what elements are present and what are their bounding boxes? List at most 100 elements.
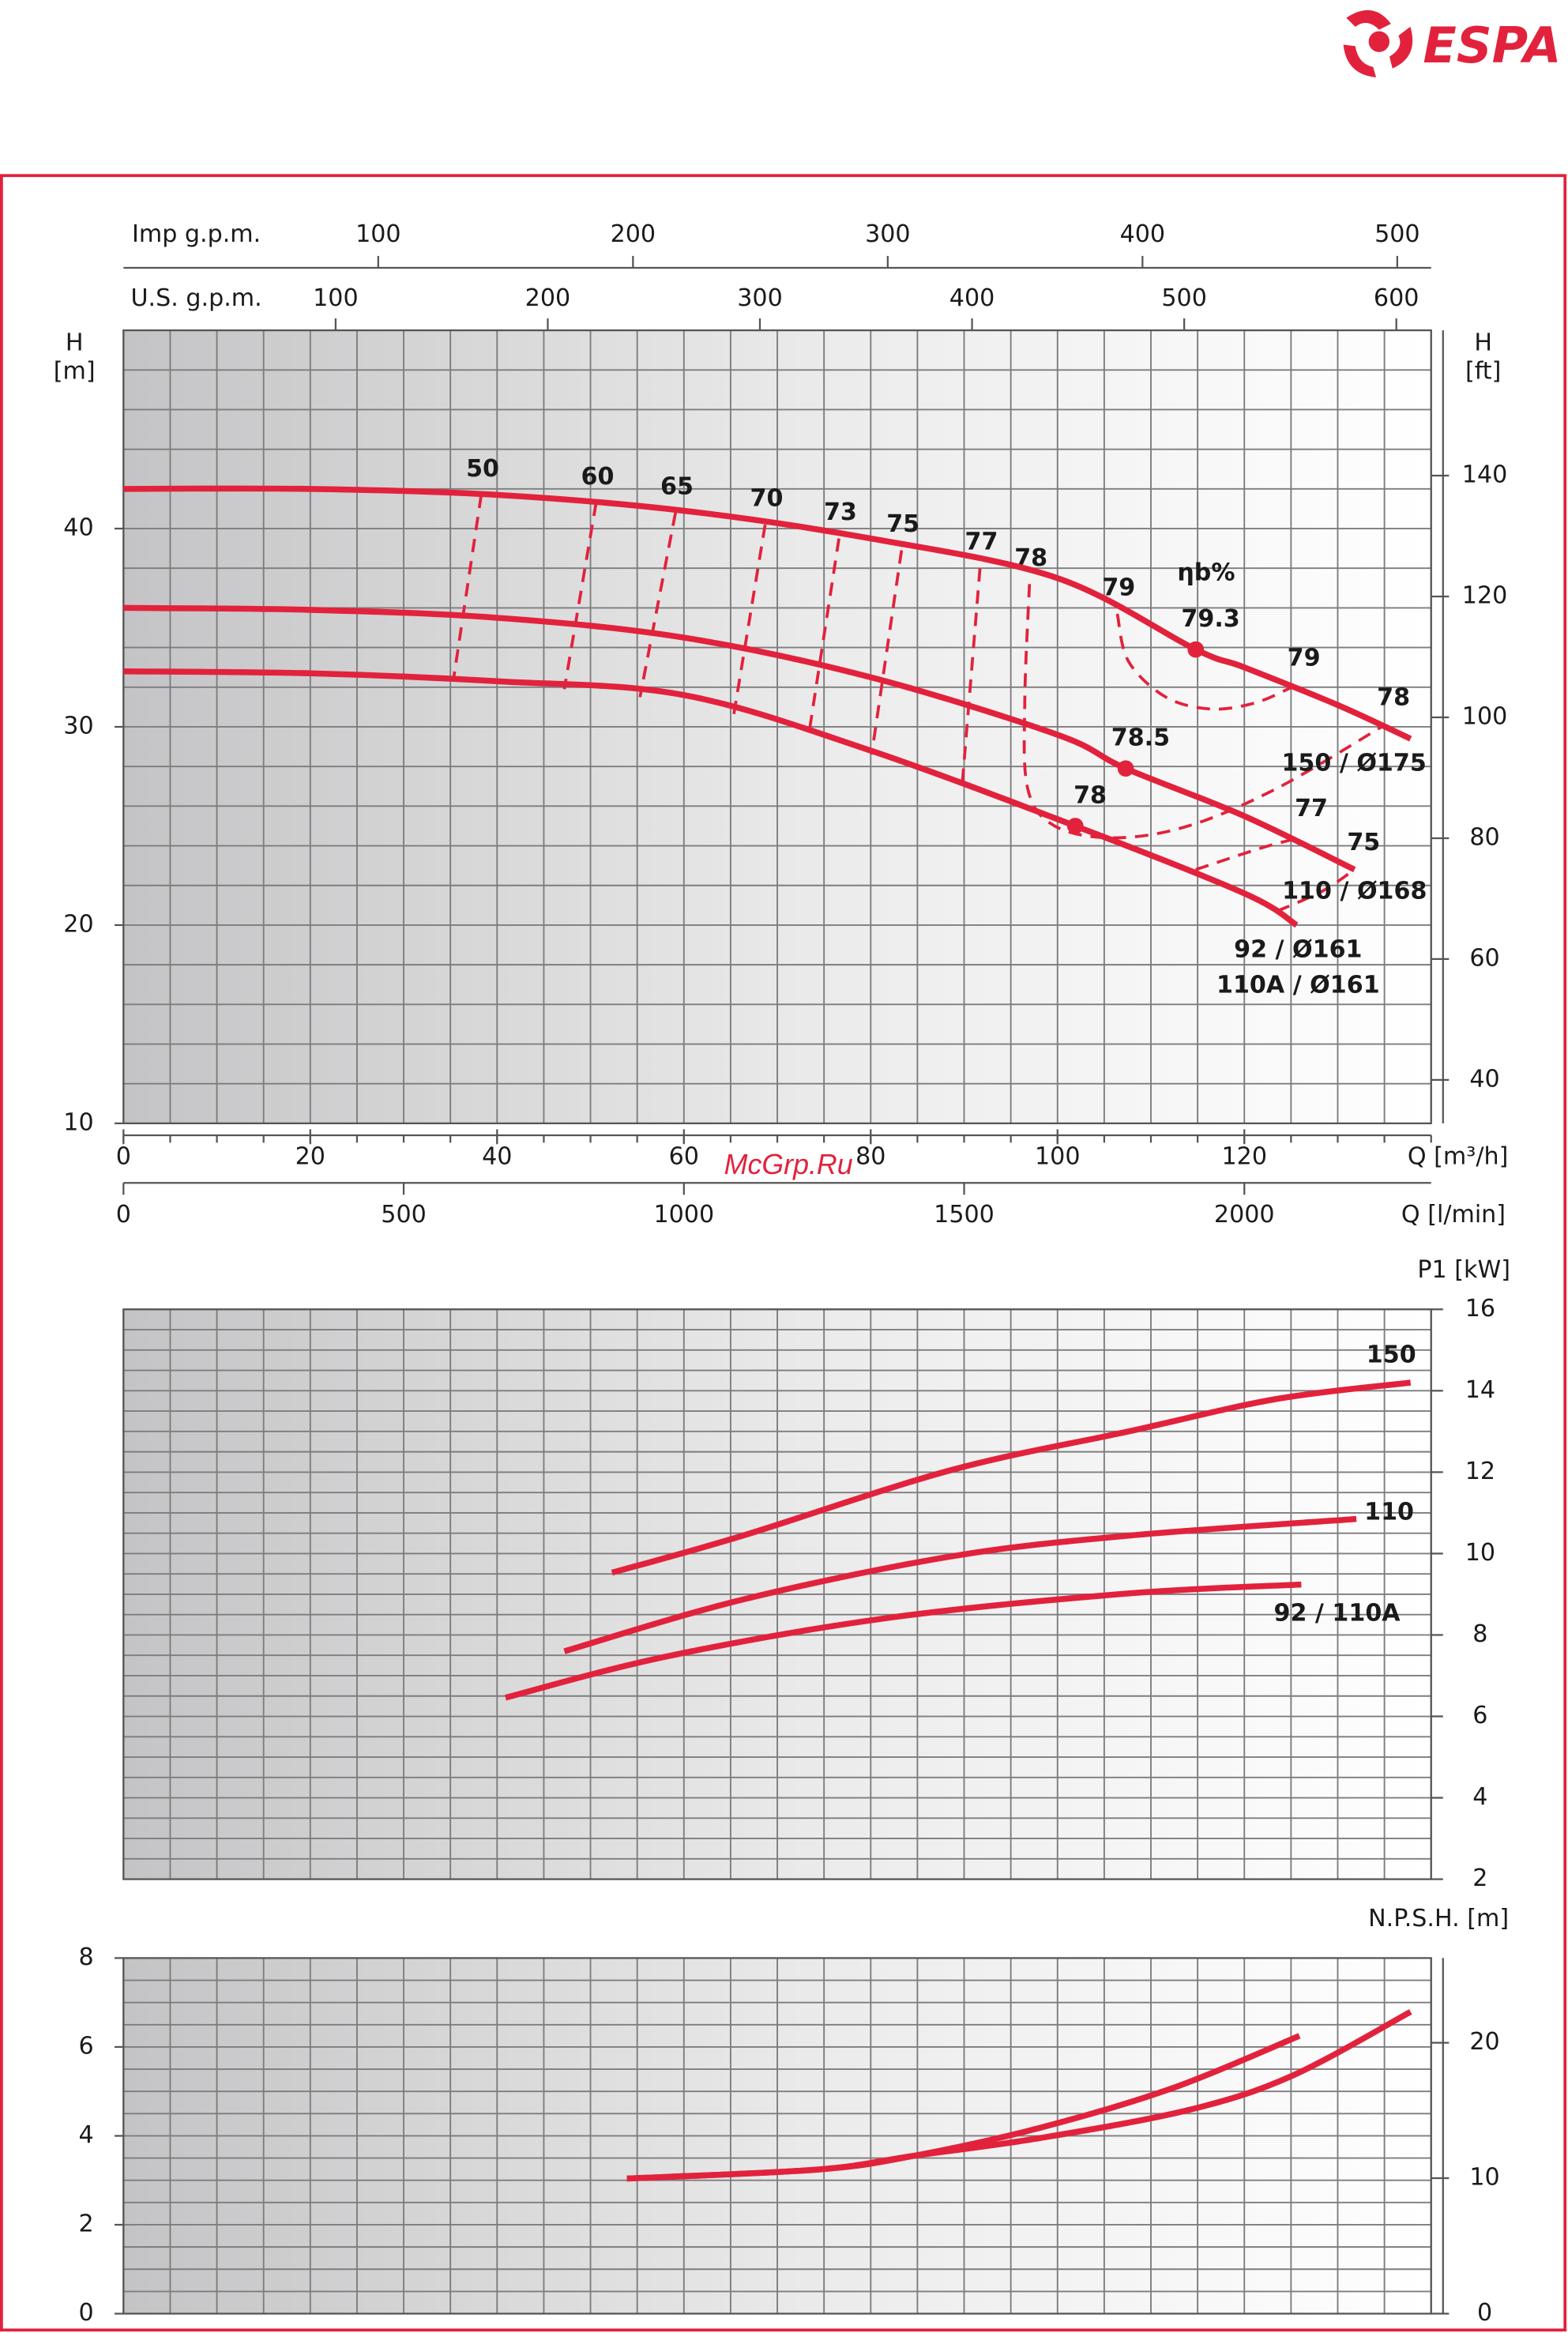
x-tick-label: 20 (295, 1143, 325, 1171)
y-tick-label: 14 (1465, 1376, 1495, 1404)
plot-border (122, 1308, 1432, 1880)
y-tick-label: 20 (63, 910, 93, 938)
best-point-label: 79.3 (1181, 605, 1239, 633)
best-point-label: 78 (1074, 781, 1107, 809)
curve-label: 110 (1364, 1499, 1414, 1526)
y-tick-label: 30 (63, 712, 93, 739)
y2-tick-label: 120 (1462, 582, 1508, 610)
efficiency-label: 78 (1377, 684, 1410, 712)
y-tick-label: 4 (78, 2121, 93, 2149)
curve (611, 1379, 1412, 1576)
y-axis-title: P1 [kW] (1417, 1256, 1510, 1284)
y2-tick-label: 140 (1462, 461, 1508, 489)
efficiency-line (1276, 870, 1353, 913)
y2-tick-label: 10 (1469, 2164, 1499, 2192)
y2-axis-title: H (1474, 329, 1492, 357)
y2-tick-label: 20 (1469, 2028, 1499, 2056)
y-tick-label: 40 (63, 514, 93, 542)
y-tick-label: 12 (1465, 1458, 1495, 1485)
efficiency-label: 77 (965, 529, 998, 556)
x-tick-label: 80 (855, 1143, 886, 1171)
best-point-label: 78.5 (1111, 724, 1170, 752)
logo-icon (1343, 9, 1413, 77)
x-tick-label: 100 (1035, 1143, 1081, 1171)
efficiency-title: ηb% (1177, 559, 1235, 587)
efficiency-label: 70 (750, 485, 784, 513)
efficiency-line (562, 502, 598, 690)
x-extra-tick-label: 0 (116, 1201, 131, 1229)
x-extra-axis-title: Imp g.p.m. (132, 220, 261, 248)
y-tick-label: 6 (78, 2032, 93, 2060)
y-tick-label: 2 (78, 2210, 93, 2237)
efficiency-label: 75 (886, 510, 919, 538)
efficiency-label: 65 (660, 472, 694, 500)
y2-tick-label: 40 (1469, 1065, 1499, 1093)
x-extra-tick-label: 300 (737, 284, 783, 312)
curve (123, 668, 1299, 928)
y-axis-title: [m] (54, 357, 96, 385)
frame (0, 174, 1567, 2332)
x-extra-tick-label: 1000 (653, 1201, 714, 1229)
curve-label: 110 / Ø168 (1282, 877, 1427, 905)
efficiency-label: 79 (1288, 645, 1321, 672)
curve (505, 1581, 1302, 1701)
y-tick-label: 0 (78, 2299, 93, 2327)
efficiency-label: 75 (1347, 829, 1380, 856)
x-tick-label: 60 (669, 1143, 699, 1171)
x-extra-tick-label: 500 (381, 1201, 427, 1229)
y-tick-label: 8 (78, 1944, 93, 1971)
y2-tick-label: 60 (1469, 944, 1499, 972)
x-extra-tick-label: 100 (313, 284, 359, 312)
x-tick-label: 40 (482, 1143, 512, 1171)
x-extra-tick-label: 400 (1120, 220, 1166, 248)
efficiency-line (807, 538, 840, 733)
curve (123, 604, 1356, 873)
x-extra-tick-label: 500 (1161, 284, 1207, 312)
x-extra-tick-label: 200 (611, 220, 656, 248)
watermark: McGrp.Ru (724, 1149, 853, 1180)
efficiency-line (451, 495, 483, 682)
curve-label: 92 / 110A (1274, 1600, 1401, 1627)
y-tick-label: 4 (1472, 1783, 1487, 1811)
y-tick-label: 10 (63, 1108, 93, 1136)
curve-label: 92 / Ø161 (1234, 935, 1362, 963)
y-axis-title: N.P.S.H. [m] (1368, 1905, 1509, 1932)
efficiency-line (1115, 613, 1293, 711)
efficiency-line (731, 524, 767, 717)
x-extra-tick-label: 100 (355, 220, 401, 248)
y2-axis-title: [ft] (1465, 357, 1501, 385)
y2-tick-label: 100 (1462, 702, 1508, 730)
y2-tick-label: 0 (1477, 2299, 1492, 2327)
x-tick-label: 0 (116, 1143, 131, 1171)
curve-label: 110A / Ø161 (1216, 972, 1380, 999)
curve (626, 2009, 1412, 2182)
efficiency-line (638, 512, 677, 698)
x-extra-tick-label: 500 (1374, 220, 1420, 248)
x-axis-title: Q [m³/h] (1408, 1143, 1508, 1171)
x-extra-axis-title: Q [l/min] (1401, 1201, 1506, 1229)
x-extra-tick-label: 1500 (934, 1201, 995, 1229)
x-extra-tick-label: 600 (1374, 284, 1419, 312)
best-point (1117, 760, 1134, 777)
x-extra-tick-label: 2000 (1214, 1201, 1275, 1229)
efficiency-line (1022, 584, 1383, 840)
y-tick-label: 2 (1472, 1865, 1487, 1892)
y-tick-label: 6 (1472, 1702, 1487, 1729)
y2-tick-label: 80 (1469, 823, 1499, 851)
curve-label: 150 / Ø175 (1281, 750, 1426, 777)
logo-text: ESPA (1423, 17, 1561, 74)
efficiency-label: 50 (466, 455, 499, 483)
y-tick-label: 8 (1472, 1620, 1487, 1648)
x-extra-axis-title: U.S. g.p.m. (130, 284, 261, 312)
curve (123, 485, 1412, 742)
best-point (1066, 818, 1084, 834)
efficiency-line (870, 550, 904, 755)
y-axis-title: H (66, 329, 84, 357)
efficiency-label: 60 (581, 463, 615, 491)
efficiency-label: 77 (1295, 795, 1328, 822)
x-extra-tick-label: 400 (949, 284, 995, 312)
x-tick-label: 120 (1221, 1143, 1267, 1171)
y-tick-label: 16 (1465, 1295, 1495, 1323)
